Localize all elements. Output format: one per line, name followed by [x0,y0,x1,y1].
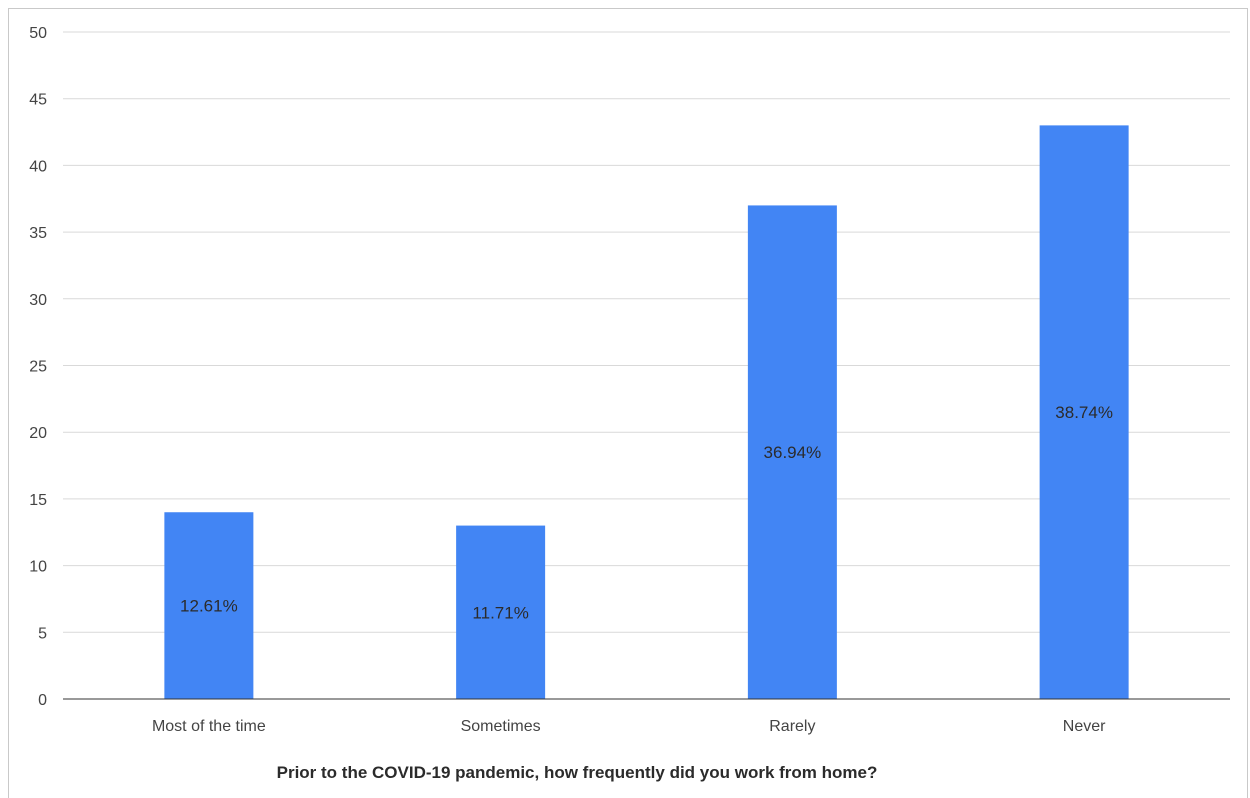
x-tick-label: Sometimes [461,718,541,735]
x-tick-label: Never [1063,718,1106,735]
x-axis-ticks: Most of the time Sometimes Rarely Never [152,718,1106,735]
x-axis-title: Prior to the COVID-19 pandemic, how freq… [277,763,878,782]
y-tick-label: 50 [29,25,47,42]
bar [1039,125,1129,699]
x-tick-label: Rarely [769,718,815,735]
bars [164,125,1129,700]
y-axis-ticks: 0 5 10 15 20 25 30 35 40 45 50 [29,25,47,709]
gridlines [63,31,1230,633]
bar-data-label: 12.61% [180,597,238,616]
bar-data-label: 38.74% [1055,403,1113,422]
bar [747,205,837,700]
y-tick-label: 10 [29,559,47,576]
bar [456,525,546,699]
bar-data-label: 11.71% [472,603,528,622]
bar [164,512,254,699]
data-labels: 12.61% 11.71% 36.94% 38.74% [180,403,1113,622]
bar-data-label: 36.94% [764,443,822,462]
y-tick-label: 20 [29,425,47,442]
y-tick-label: 45 [29,92,47,109]
y-tick-label: 35 [29,225,47,242]
y-tick-label: 0 [38,692,47,709]
x-tick-label: Most of the time [152,718,266,735]
y-tick-label: 25 [29,359,47,376]
y-tick-label: 5 [38,625,47,642]
y-tick-label: 40 [29,158,47,175]
y-tick-label: 15 [29,492,47,509]
y-tick-label: 30 [29,292,47,309]
